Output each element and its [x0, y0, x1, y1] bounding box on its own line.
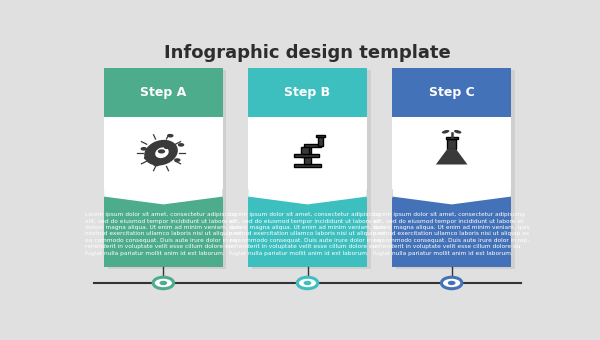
Ellipse shape	[454, 130, 461, 134]
Circle shape	[297, 277, 318, 289]
FancyBboxPatch shape	[304, 147, 311, 164]
FancyBboxPatch shape	[108, 70, 226, 269]
FancyBboxPatch shape	[301, 147, 310, 157]
Circle shape	[144, 156, 151, 160]
FancyBboxPatch shape	[104, 68, 223, 117]
FancyBboxPatch shape	[104, 198, 223, 267]
Circle shape	[304, 281, 311, 285]
Ellipse shape	[155, 147, 169, 158]
Circle shape	[153, 163, 160, 166]
Circle shape	[140, 147, 147, 151]
Polygon shape	[436, 149, 467, 165]
FancyBboxPatch shape	[293, 154, 319, 157]
Text: Step B: Step B	[284, 86, 331, 99]
Text: Lorem ipsum dolor sit amet, consectetur adipiscing
elit, sed do eiusmod tempor i: Lorem ipsum dolor sit amet, consectetur …	[85, 212, 242, 256]
Polygon shape	[104, 186, 223, 206]
Polygon shape	[392, 189, 511, 204]
FancyBboxPatch shape	[294, 164, 321, 167]
Ellipse shape	[442, 130, 449, 134]
FancyBboxPatch shape	[392, 68, 511, 117]
FancyBboxPatch shape	[248, 117, 367, 189]
Polygon shape	[248, 186, 367, 206]
Circle shape	[167, 134, 173, 138]
FancyBboxPatch shape	[248, 68, 367, 117]
FancyBboxPatch shape	[252, 70, 371, 269]
Text: Lorem ipsum dolor sit amet, consectetur adipiscing
elit, sed do eiusmod tempor i: Lorem ipsum dolor sit amet, consectetur …	[373, 212, 530, 256]
Circle shape	[158, 149, 165, 153]
Polygon shape	[104, 189, 223, 204]
FancyBboxPatch shape	[104, 117, 223, 189]
Text: Step C: Step C	[429, 86, 475, 99]
Circle shape	[164, 146, 169, 149]
FancyBboxPatch shape	[396, 70, 515, 269]
Circle shape	[448, 281, 455, 285]
Polygon shape	[248, 189, 367, 204]
FancyBboxPatch shape	[392, 117, 511, 189]
Polygon shape	[392, 186, 511, 206]
Circle shape	[160, 281, 167, 285]
Circle shape	[442, 277, 462, 289]
FancyBboxPatch shape	[248, 198, 367, 267]
Ellipse shape	[144, 140, 178, 166]
Text: Step A: Step A	[140, 86, 187, 99]
FancyBboxPatch shape	[318, 136, 323, 146]
Circle shape	[174, 158, 181, 162]
FancyBboxPatch shape	[392, 198, 511, 267]
Text: Infographic design template: Infographic design template	[164, 44, 451, 62]
Circle shape	[153, 277, 173, 289]
FancyBboxPatch shape	[448, 139, 456, 149]
FancyBboxPatch shape	[446, 137, 458, 139]
FancyBboxPatch shape	[304, 143, 320, 147]
Text: Lorem ipsum dolor sit amet, consectetur adipiscing
elit, sed do eiusmod tempor i: Lorem ipsum dolor sit amet, consectetur …	[229, 212, 386, 256]
Circle shape	[160, 144, 164, 147]
FancyBboxPatch shape	[316, 135, 325, 137]
Circle shape	[178, 143, 184, 147]
